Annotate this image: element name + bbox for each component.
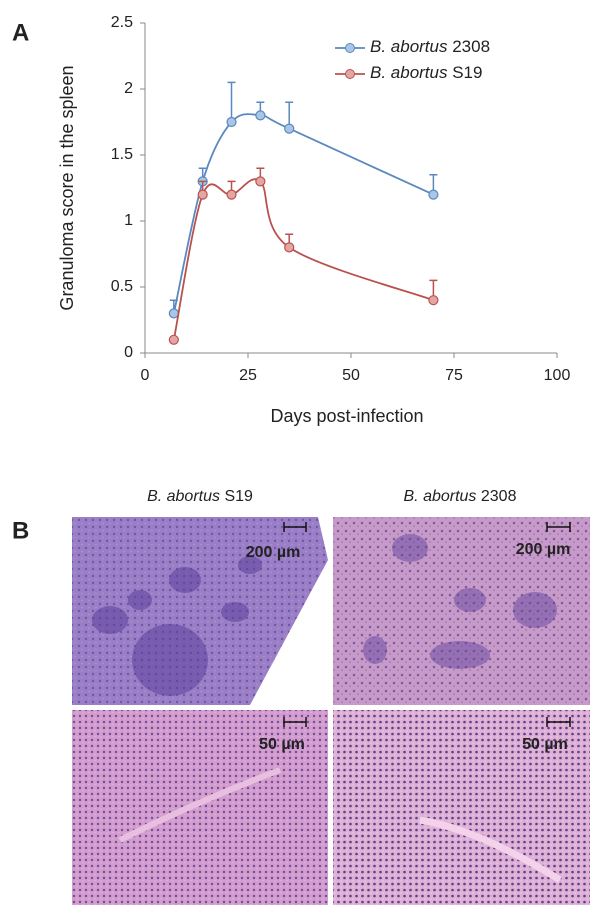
micrograph bbox=[72, 710, 328, 905]
lymphoid-follicles bbox=[363, 534, 557, 669]
data-point bbox=[226, 116, 237, 128]
y-axis-label: Granuloma score in the spleen bbox=[57, 65, 77, 310]
data-point bbox=[197, 189, 208, 200]
x-tick-label: 0 bbox=[141, 367, 150, 384]
x-tick-label: 75 bbox=[445, 367, 463, 384]
x-tick-label: 25 bbox=[239, 367, 257, 384]
data-point bbox=[255, 110, 266, 121]
scale-label: 200 µm bbox=[516, 541, 571, 558]
x-tick-label: 100 bbox=[544, 367, 571, 384]
data-point bbox=[428, 295, 439, 306]
data-point bbox=[255, 176, 266, 187]
scale-label: 200 µm bbox=[246, 544, 301, 561]
y-tick-label: 2.5 bbox=[111, 14, 133, 31]
y-tick-label: 2 bbox=[124, 80, 133, 97]
panel-label: B bbox=[12, 517, 29, 544]
data-point bbox=[428, 189, 439, 200]
column-title: B. abortus S19 bbox=[147, 488, 253, 505]
x-tick-label: 50 bbox=[342, 367, 360, 384]
series-line bbox=[172, 113, 434, 314]
series-line bbox=[172, 178, 434, 340]
micrograph-grid: 200 µm 200 µm 50 µm 50 µm bbox=[72, 517, 590, 905]
y-tick-label: 1.5 bbox=[111, 146, 133, 163]
legend-label: B. abortus S19 bbox=[370, 63, 482, 82]
scale-label: 50 µm bbox=[259, 736, 305, 753]
scale-bar bbox=[283, 522, 571, 727]
legend-label: B. abortus 2308 bbox=[370, 37, 490, 56]
y-tick-label: 0 bbox=[124, 344, 133, 361]
vessel bbox=[419, 816, 562, 883]
data-point bbox=[226, 189, 237, 200]
lymphoid-follicles bbox=[92, 556, 262, 696]
column-title: B. abortus 2308 bbox=[404, 488, 517, 505]
micrograph bbox=[333, 517, 590, 705]
scale-label: 50 µm bbox=[522, 736, 568, 753]
panel-label: A bbox=[12, 19, 29, 46]
y-tick-label: 1 bbox=[124, 212, 133, 229]
data-point bbox=[168, 334, 179, 345]
legend-marker bbox=[345, 69, 355, 79]
error-bar bbox=[227, 81, 236, 122]
data-point bbox=[284, 123, 295, 134]
data-point bbox=[284, 242, 295, 253]
legend-marker bbox=[345, 43, 355, 53]
x-axis-label: Days post-infection bbox=[270, 406, 423, 426]
y-tick-label: 0.5 bbox=[111, 278, 133, 295]
data-point bbox=[168, 308, 179, 319]
vessel bbox=[118, 767, 282, 843]
